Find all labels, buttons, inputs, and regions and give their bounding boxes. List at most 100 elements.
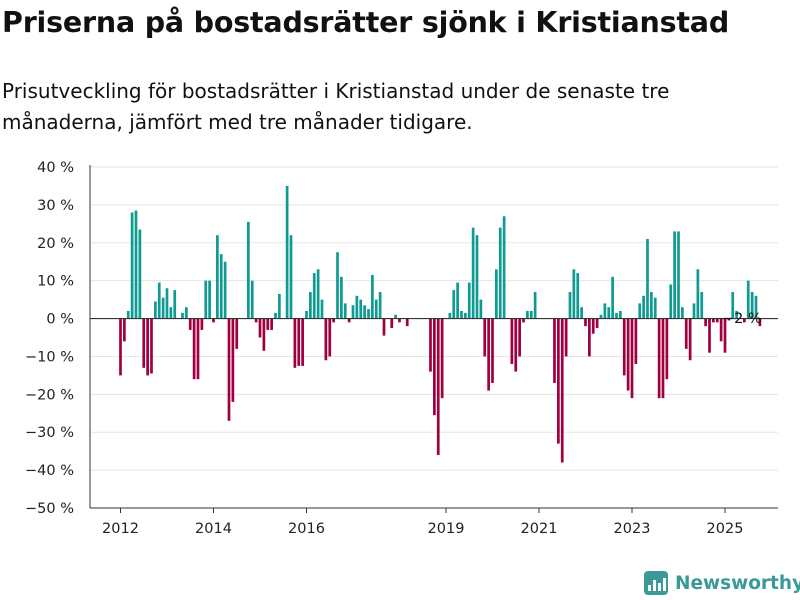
bar (134, 210, 138, 319)
y-tick-label: 40 % (37, 160, 74, 176)
bar (200, 318, 204, 330)
bar (367, 309, 370, 319)
bar (758, 318, 762, 327)
x-tick-label: 2021 (521, 521, 558, 537)
bar (723, 318, 727, 353)
x-tick-label: 2025 (707, 521, 744, 537)
bar (487, 318, 490, 391)
bar (126, 310, 130, 319)
bar (634, 318, 638, 365)
y-tick-label: −50 % (25, 501, 74, 517)
bar (274, 312, 277, 319)
bar (169, 307, 173, 319)
bar (390, 318, 394, 329)
bar (650, 292, 653, 319)
bar (332, 318, 335, 323)
bar (250, 280, 254, 319)
bar (235, 318, 239, 349)
bar (576, 273, 580, 319)
bar (572, 269, 576, 319)
bar (526, 310, 529, 319)
axes (89, 165, 778, 509)
bar (351, 305, 355, 319)
y-tick-label: −40 % (25, 463, 74, 479)
x-tick-label: 2023 (614, 521, 651, 537)
y-tick-label: 0 % (46, 312, 74, 328)
bar (661, 318, 665, 399)
bar (708, 318, 711, 353)
bar (320, 299, 324, 319)
bar-chart-icon (644, 571, 668, 595)
bar (181, 312, 184, 319)
bars (119, 185, 762, 463)
bar (216, 235, 219, 319)
bar (146, 318, 149, 376)
bar (673, 231, 676, 319)
bar (502, 216, 506, 319)
bar (192, 318, 196, 380)
bar (433, 318, 436, 416)
brand-logo: Newsworthy (644, 568, 800, 598)
bar (254, 318, 258, 323)
bar (212, 318, 215, 323)
bar (498, 227, 502, 319)
bar (150, 318, 153, 374)
bar (394, 314, 397, 319)
bar (363, 305, 366, 319)
bar (436, 318, 440, 455)
bar (123, 318, 126, 342)
bar (611, 276, 614, 319)
bar (173, 290, 177, 319)
bar (293, 318, 297, 368)
bar (750, 292, 754, 319)
bar (165, 288, 169, 319)
bar (735, 310, 738, 319)
bar (130, 212, 134, 319)
bar (599, 314, 603, 319)
bar (467, 282, 471, 319)
bar (529, 310, 533, 319)
bar (336, 252, 339, 319)
y-tick-label: −20 % (25, 387, 74, 403)
bar (743, 318, 746, 323)
x-tick-label: 2014 (195, 521, 232, 537)
bar (119, 318, 122, 376)
bar (510, 318, 514, 365)
bar (591, 318, 595, 334)
bar (626, 318, 630, 391)
bar (533, 292, 537, 319)
bar (483, 318, 487, 357)
bar (684, 318, 688, 349)
bar (196, 318, 200, 380)
bar (514, 318, 518, 372)
bar (258, 318, 262, 338)
bar (305, 310, 308, 319)
bar (262, 318, 266, 351)
bar (382, 318, 386, 336)
bar (595, 318, 599, 329)
bar (343, 303, 347, 319)
bar (324, 318, 328, 361)
bar (398, 318, 401, 323)
bar (495, 269, 498, 319)
bar (564, 318, 568, 357)
bar (247, 221, 250, 319)
last-value-label: −2 % (722, 311, 762, 327)
bar (607, 307, 611, 319)
y-tick-label: 20 % (37, 236, 74, 252)
bar (754, 295, 758, 319)
bar (448, 312, 452, 319)
chart-subtitle: Prisutveckling för bostadsrätter i Krist… (2, 79, 670, 134)
bar (746, 280, 750, 319)
x-tick-label: 2012 (102, 521, 139, 537)
bar (328, 318, 332, 357)
bar (429, 318, 432, 372)
bar (696, 269, 700, 319)
x-axis-ticks: 2012 2014 2016 2019 2021 2023 2025 (102, 508, 743, 537)
bar (456, 282, 459, 319)
bar (440, 318, 444, 399)
bar (270, 318, 273, 330)
bar (371, 274, 374, 319)
x-tick-label: 2019 (428, 521, 465, 537)
bar (557, 318, 560, 444)
